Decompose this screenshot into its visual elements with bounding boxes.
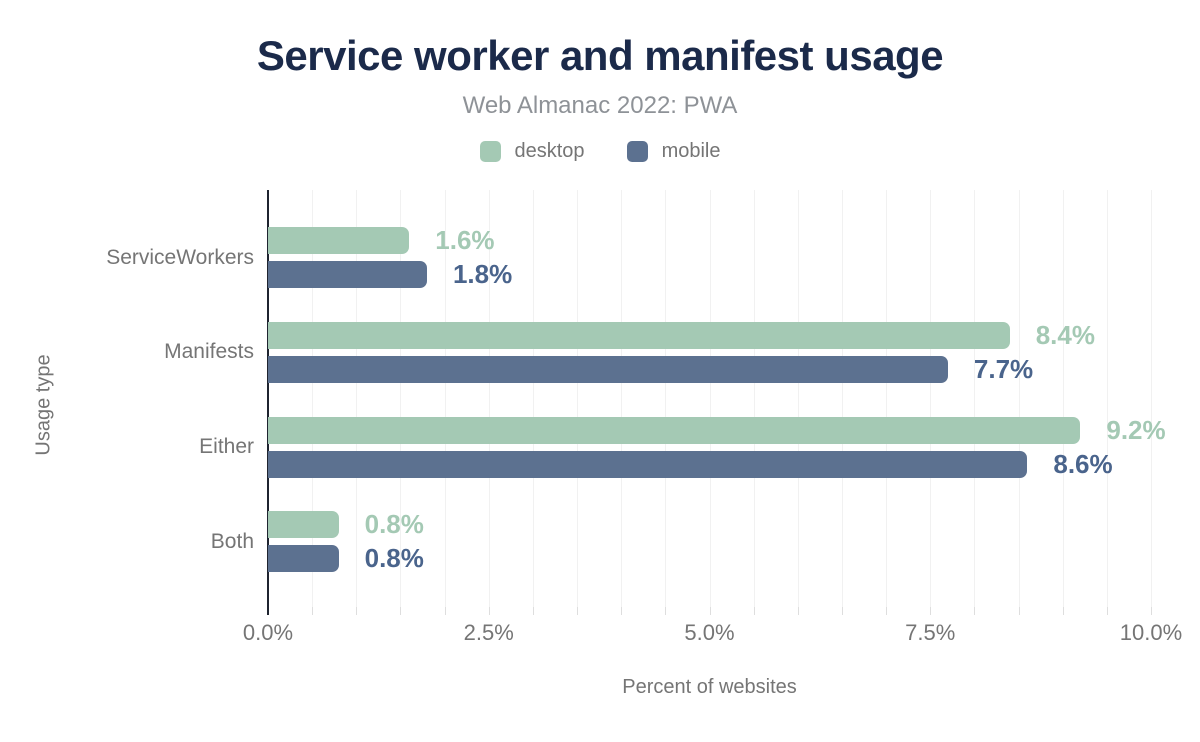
gridline: [621, 190, 623, 607]
gridline: [488, 190, 490, 607]
x-axis-tick: [577, 607, 579, 615]
gridline: [841, 190, 843, 607]
x-axis-tick: [753, 607, 755, 615]
legend-item-desktop: desktop: [479, 140, 585, 163]
gridline: [665, 190, 667, 607]
bar-value-label: 9.2%: [1106, 414, 1166, 445]
gridline: [400, 190, 402, 607]
legend-swatch-icon: [626, 141, 648, 162]
chart-title: Service worker and manifest usage: [256, 32, 944, 79]
x-tick-label: 0.0%: [242, 620, 294, 645]
bar-desktop-both[interactable]: [268, 511, 339, 539]
bar-mobile-serviceworkers[interactable]: [268, 261, 427, 288]
gridline: [709, 190, 711, 607]
x-axis-tick: [400, 607, 402, 615]
bar-desktop-manifests[interactable]: [268, 321, 1010, 349]
bar-group-manifests: 8.4% 7.7%: [268, 319, 1151, 384]
gridline: [974, 190, 976, 607]
gridline: [930, 190, 932, 607]
x-tick-label: 7.5%: [905, 620, 956, 645]
x-axis-tick: [797, 607, 799, 615]
legend-label: mobile: [661, 140, 721, 162]
bar-value-label: 8.6%: [1053, 448, 1113, 479]
x-axis-tick: [444, 607, 446, 615]
category-label-both: Both: [210, 529, 254, 553]
x-tick-label: 2.5%: [463, 620, 514, 645]
legend-label: desktop: [514, 140, 585, 162]
gridline: [886, 190, 888, 607]
x-axis-title: Percent of websites: [622, 676, 797, 698]
gridline: [356, 190, 358, 607]
legend: desktop mobile: [0, 140, 1200, 163]
bar-value-label: 0.8%: [364, 543, 424, 574]
x-axis-tick: [709, 607, 711, 615]
x-axis-tick: [532, 607, 534, 615]
bar-mobile-both[interactable]: [268, 545, 339, 573]
x-axis-tick: [488, 607, 490, 615]
bar-desktop-serviceworkers[interactable]: [268, 227, 410, 254]
x-axis-tick: [312, 607, 314, 615]
bar-value-label: 7.7%: [973, 353, 1034, 384]
bar-value-label: 1.8%: [452, 259, 513, 289]
bar-value-label: 1.6%: [435, 225, 495, 255]
gridline: [1018, 190, 1020, 607]
x-axis-tick: [1151, 607, 1152, 615]
bar-desktop-either[interactable]: [268, 416, 1081, 444]
x-axis-tick: [665, 607, 667, 615]
x-axis-tick: [886, 607, 888, 615]
category-label-serviceworkers: ServiceWorkers: [106, 245, 254, 269]
bar-group-both: 0.8% 0.8%: [268, 509, 1151, 574]
x-axis-tick: [930, 607, 932, 615]
y-axis-line: [267, 190, 269, 615]
bar-value-label: 8.4%: [1035, 319, 1095, 350]
gridline: [444, 190, 446, 607]
plot-area: 1.6% 1.8% 8.4% 7.7% 9.2% 8.6% 0.8% 0.8%: [268, 190, 1166, 615]
gridline: [577, 190, 579, 607]
gridline: [532, 190, 534, 607]
category-label-either: Either: [199, 435, 254, 459]
gridline: [753, 190, 755, 607]
x-axis-tick: [1018, 607, 1020, 615]
x-axis-tick: [1062, 607, 1064, 615]
bar-mobile-either[interactable]: [268, 450, 1028, 478]
x-axis-tick: [1106, 607, 1108, 615]
bar-group-serviceworkers: 1.6% 1.8%: [268, 227, 1151, 288]
bar-mobile-manifests[interactable]: [268, 355, 948, 383]
gridline: [797, 190, 799, 607]
gridline: [1151, 190, 1152, 607]
x-axis-tick: [356, 607, 358, 615]
x-axis-tick: [621, 607, 623, 615]
bar-value-label: 0.8%: [364, 509, 424, 540]
gridline: [1106, 190, 1108, 607]
x-axis-tick: [974, 607, 976, 615]
legend-item-mobile: mobile: [626, 140, 721, 163]
gridline: [1062, 190, 1064, 607]
gridline: [312, 190, 314, 607]
x-tick-label: 5.0%: [684, 620, 735, 645]
chart-subtitle: Web Almanac 2022: PWA: [462, 92, 738, 119]
category-label-manifests: Manifests: [164, 340, 254, 364]
y-axis-title: Usage type: [32, 354, 55, 456]
bar-group-either: 9.2% 8.6%: [268, 416, 1166, 479]
x-axis-tick: [841, 607, 843, 615]
legend-swatch-icon: [479, 141, 501, 162]
x-tick-label: 10.0%: [1119, 620, 1183, 645]
